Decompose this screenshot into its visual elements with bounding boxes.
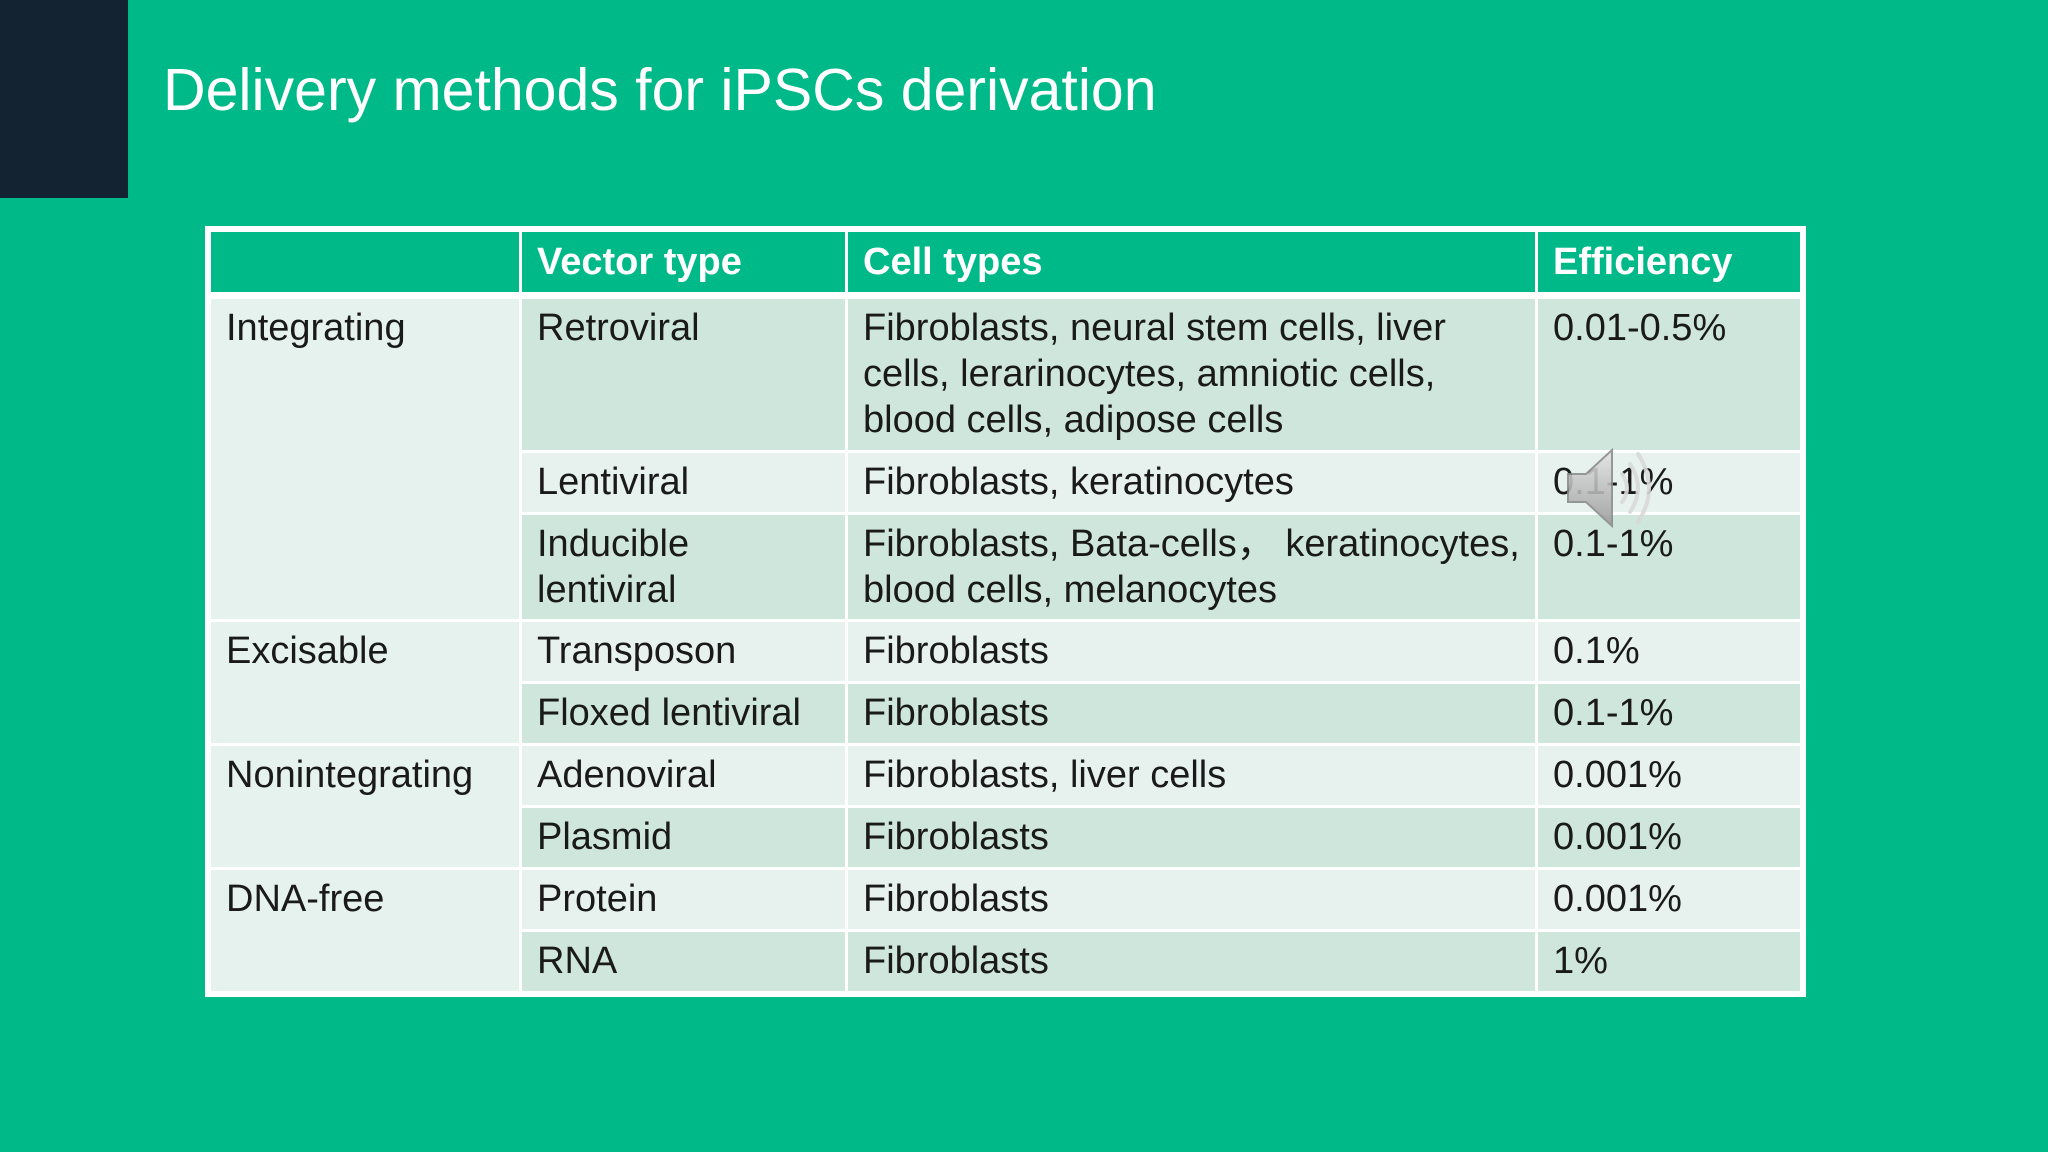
slide-title: Delivery methods for iPSCs derivation: [163, 57, 1157, 123]
table-row: Integrating Retroviral Fibroblasts, neur…: [208, 294, 1803, 622]
table-row: Plasmid Fibroblasts 0.001%: [210, 805, 1803, 870]
speaker-glyph: [1567, 447, 1651, 529]
group-integrating: Integrating: [208, 294, 522, 622]
table-row: RNA Fibroblasts 1%: [210, 929, 1803, 994]
vector-type-cell: RNA: [519, 929, 848, 994]
efficiency-cell: 0.1-1%: [1535, 681, 1803, 746]
efficiency-cell: 0.1-1%: [1535, 512, 1803, 622]
cell-types-cell: Fibroblasts: [845, 681, 1538, 746]
vector-type-cell: Lentiviral: [519, 450, 848, 515]
table-row: DNA-free Protein Fibroblasts 0.001%: [208, 867, 1803, 994]
vector-type-cell: Floxed lentiviral: [519, 681, 848, 746]
speaker-icon[interactable]: [1560, 438, 1670, 538]
table-row: Excisable Transposon Fibroblasts 0.1%: [208, 619, 1803, 746]
table-row: Floxed lentiviral Fibroblasts 0.1-1%: [210, 681, 1803, 746]
cell-types-cell: Fibroblasts, neural stem cells, liver ce…: [845, 294, 1538, 453]
efficiency-cell: 0.01-0.5%: [1535, 294, 1803, 453]
cell-types-cell: Fibroblasts: [845, 619, 1538, 684]
vector-type-cell: Plasmid: [519, 805, 848, 870]
corner-block: [0, 0, 128, 198]
vector-type-cell: Inducible lentiviral: [519, 512, 848, 622]
efficiency-cell: 1%: [1535, 929, 1803, 994]
cell-types-cell: Fibroblasts: [845, 867, 1538, 932]
cell-types-cell: Fibroblasts, keratinocytes: [845, 450, 1538, 515]
header-cell-types: Cell types: [845, 229, 1538, 299]
group-dna-free: DNA-free: [208, 867, 522, 994]
cell-types-cell: Fibroblasts, Bata-cells， keratinocytes, …: [845, 512, 1538, 622]
header-vector-type: Vector type: [519, 229, 848, 299]
delivery-methods-table: Vector type Cell types Efficiency Integr…: [205, 226, 1806, 997]
vector-type-cell: Adenoviral: [519, 743, 848, 808]
vector-type-cell: Transposon: [519, 619, 848, 684]
cell-types-cell: Fibroblasts: [845, 805, 1538, 870]
table-row: Nonintegrating Adenoviral Fibroblasts, l…: [208, 743, 1803, 870]
vector-type-cell: Protein: [519, 867, 848, 932]
group-nonintegrating: Nonintegrating: [208, 743, 522, 870]
cell-types-cell: Fibroblasts: [845, 929, 1538, 994]
efficiency-cell: 0.001%: [1535, 743, 1803, 808]
vector-type-cell: Retroviral: [519, 294, 848, 453]
header-row: Vector type Cell types Efficiency: [208, 229, 1803, 299]
table-row: Lentiviral Fibroblasts, keratinocytes 0.…: [210, 450, 1803, 515]
group-excisable: Excisable: [208, 619, 522, 746]
header-efficiency: Efficiency: [1535, 229, 1803, 299]
header-group: [208, 229, 522, 299]
cell-types-cell: Fibroblasts, liver cells: [845, 743, 1538, 808]
efficiency-cell: 0.001%: [1535, 805, 1803, 870]
table-row: Inducible lentiviral Fibroblasts, Bata-c…: [210, 512, 1803, 622]
efficiency-cell: 0.001%: [1535, 867, 1803, 932]
efficiency-cell: 0.1%: [1535, 619, 1803, 684]
